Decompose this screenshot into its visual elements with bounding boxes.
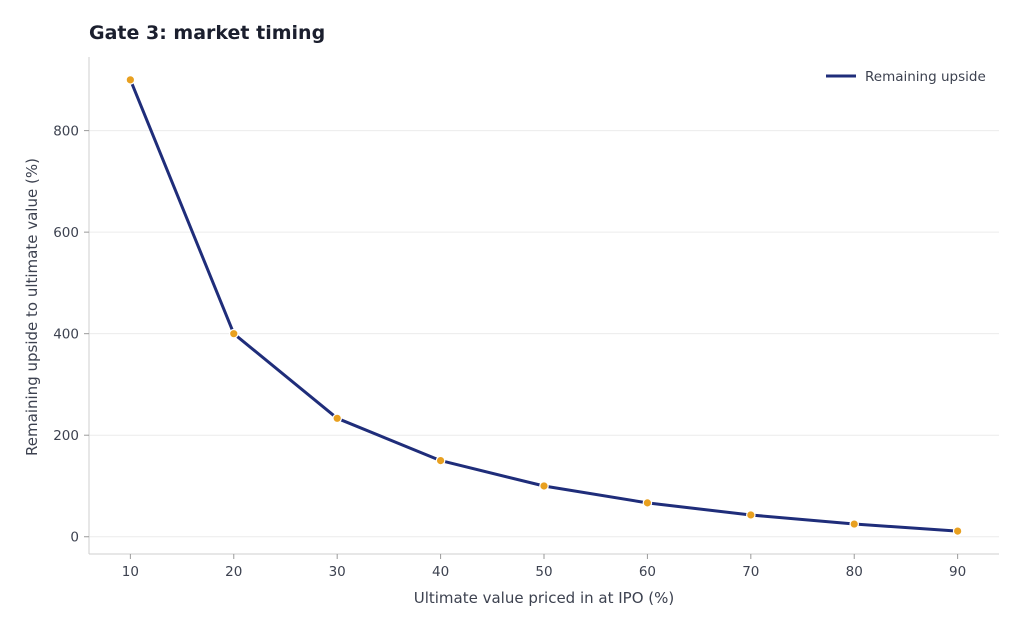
y-tick-label-3: 600 (53, 225, 79, 241)
data-point-8 (952, 526, 963, 536)
gridlines (89, 130, 999, 538)
data-point-6 (746, 510, 756, 520)
x-tick-label-0: 10 (122, 564, 139, 580)
x-tick-label-3: 40 (432, 564, 449, 580)
data-point-0 (125, 75, 136, 85)
legend: Remaining upside (826, 69, 986, 85)
x-tick-label-1: 20 (225, 564, 242, 580)
data-point-7 (849, 519, 860, 529)
y-axis-ticks: 0 200 400 600 800 (53, 124, 89, 546)
y-tick-label-1: 200 (53, 428, 79, 444)
legend-label: Remaining upside (865, 69, 986, 85)
data-point-1 (228, 328, 239, 339)
series-line-0 (128, 78, 960, 533)
data-point-5 (642, 498, 653, 508)
y-tick-label-4: 800 (53, 124, 79, 140)
axes-spines (88, 57, 999, 555)
data-point-3 (435, 455, 446, 466)
chart-title: Gate 3: market timing (89, 22, 325, 44)
y-axis-label: Remaining upside to ultimate value (%) (23, 158, 41, 456)
data-point-2 (332, 413, 342, 424)
data-point-4 (539, 481, 549, 491)
x-tick-label-7: 80 (846, 564, 863, 580)
x-tick-label-8: 90 (949, 564, 966, 580)
series-layer (125, 75, 963, 536)
x-axis-ticks: 10 20 30 40 50 60 70 80 90 (122, 554, 966, 580)
x-tick-label-6: 70 (742, 564, 759, 580)
x-tick-label-4: 50 (535, 564, 552, 580)
x-tick-label-5: 60 (639, 564, 656, 580)
x-axis-label: Ultimate value priced in at IPO (%) (414, 589, 675, 607)
x-tick-label-2: 30 (329, 564, 346, 580)
y-tick-label-2: 400 (53, 327, 79, 343)
y-tick-label-0: 0 (70, 530, 79, 546)
